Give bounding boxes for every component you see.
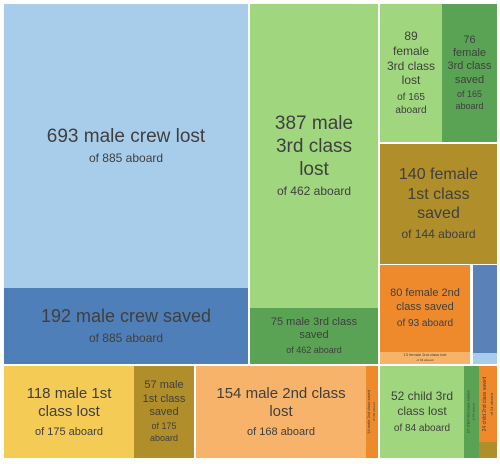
treemap-cell-label: 76 female 3rd class saved <box>447 33 492 86</box>
treemap-cell-aboard: of 885 aboard <box>88 151 164 166</box>
treemap-cell-aboard: of 168 aboard <box>247 425 315 438</box>
treemap-cell-aboard: of 175 aboard <box>149 421 179 444</box>
treemap-cell-label: 24 child 2nd class saved <box>481 376 488 432</box>
treemap-cell-aboard: of 144 aboard <box>401 226 476 241</box>
treemap-cell-aboard: of 93 aboard <box>396 317 454 329</box>
treemap-cell-text: 24 child 2nd class saved of 24 aboard <box>482 377 494 431</box>
treemap-cell-text: 118 male 1st class lost of 175 aboard <box>12 385 126 439</box>
treemap-cell-aboard: of 93 aboard <box>416 357 434 362</box>
treemap-cell-76-female-3rd-class-saved: 76 female 3rd class saved of 165 aboard <box>442 4 497 142</box>
treemap-cell-text: 89 female 3rd class lost of 165 aboard <box>386 29 436 117</box>
treemap-cell-text: 192 male crew saved of 885 aboard <box>41 306 211 347</box>
treemap-cell-aboard: of 84 aboard <box>393 422 451 434</box>
treemap-cell-aboard: of 462 aboard <box>286 344 342 355</box>
treemap-cell-text: 14 male 2nd class saved of 168 aboard <box>366 390 377 434</box>
treemap-cell-154-male-2nd-class-lost: 154 male 2nd class lost of 168 aboard <box>196 366 366 458</box>
treemap-cell-89-female-3rd-class-lost: 89 female 3rd class lost of 165 aboard <box>380 4 442 142</box>
treemap-cell-text: 27 child 3rd class saved of 84 aboard <box>466 391 477 434</box>
treemap-cell-52-child-3rd-class-lost: 52 child 3rd class lost of 84 aboard <box>380 366 464 458</box>
treemap-cell-192-male-crew-saved: 192 male crew saved of 885 aboard <box>4 288 248 364</box>
treemap-cell-unlabeled-10 <box>473 353 497 364</box>
treemap-cell-aboard: of 165 aboard <box>455 89 484 111</box>
treemap-cell-label: 89 female 3rd class lost <box>386 29 436 88</box>
treemap-cell-aboard: of 165 aboard <box>395 91 427 116</box>
treemap-cell-14-male-2nd-class-saved: 14 male 2nd class saved of 168 aboard <box>366 366 378 458</box>
treemap-cell-text: 13 female 2nd class lost of 93 aboard <box>403 352 447 363</box>
treemap-cell-label: 154 male 2nd class lost <box>216 385 346 421</box>
treemap-cell-aboard: of 885 aboard <box>88 330 164 345</box>
treemap-cell-text: 154 male 2nd class lost of 168 aboard <box>204 385 358 439</box>
treemap-cell-unlabeled-9 <box>473 265 497 353</box>
treemap-cell-text: 76 female 3rd class saved of 165 aboard <box>446 34 493 113</box>
treemap-cell-label: 118 male 1st class lost <box>26 385 112 421</box>
treemap-cell-label: 75 male 3rd class saved <box>270 315 358 342</box>
treemap-cell-57-male-1st-class-saved: 57 male 1st class saved of 175 aboard <box>134 366 194 458</box>
treemap-cell-387-male-3rd-class-lost: 387 male 3rd class lost of 462 aboard <box>250 4 378 308</box>
treemap-cell-text: 80 female 2nd class saved of 93 aboard <box>388 287 462 330</box>
treemap-cell-aboard: of 84 aboard <box>471 403 476 421</box>
treemap-cell-24-child-2nd-class-saved: 24 child 2nd class saved of 24 aboard <box>479 366 497 442</box>
treemap-cell-label: 693 male crew lost <box>46 126 206 148</box>
treemap-cell-text: 52 child 3rd class lost of 84 aboard <box>386 389 458 434</box>
treemap-cell-label: 80 female 2nd class saved <box>390 287 460 313</box>
treemap-cell-aboard: of 168 aboard <box>371 402 376 422</box>
treemap-cell-unlabeled-18 <box>479 442 497 458</box>
treemap-cell-118-male-1st-class-lost: 118 male 1st class lost of 175 aboard <box>4 366 134 458</box>
treemap-cell-693-male-crew-lost: 693 male crew lost of 885 aboard <box>4 4 248 288</box>
treemap-cell-text: 75 male 3rd class saved of 462 aboard <box>256 316 372 357</box>
treemap-cell-text: 57 male 1st class saved of 175 aboard <box>138 379 190 445</box>
treemap-cell-aboard: of 175 aboard <box>35 425 103 438</box>
treemap-cell-label: 192 male crew saved <box>40 305 212 326</box>
treemap-cell-80-female-2nd-class-saved: 80 female 2nd class saved of 93 aboard <box>380 265 470 352</box>
treemap-cell-140-female-1st-class-saved: 140 female 1st class saved of 144 aboard <box>380 144 497 264</box>
treemap-cell-label: 13 female 2nd class lost <box>403 352 447 358</box>
treemap-cell-27-child-3rd-class-saved: 27 child 3rd class saved of 84 aboard <box>464 366 479 458</box>
treemap-cell-label: 52 child 3rd class lost <box>390 389 454 418</box>
treemap-cell-text: 693 male crew lost of 885 aboard <box>47 125 205 167</box>
treemap-cell-text: 387 male 3rd class lost of 462 aboard <box>266 112 362 200</box>
treemap-cell-text: 140 female 1st class saved of 144 aboard <box>392 165 485 242</box>
treemap-cell-aboard: of 462 aboard <box>276 184 352 199</box>
treemap-cell-aboard: of 24 aboard <box>488 392 494 416</box>
treemap-cell-label: 140 female 1st class saved <box>398 166 479 223</box>
treemap-cell-label: 57 male 1st class saved <box>142 379 186 419</box>
treemap-cell-label: 387 male 3rd class lost <box>274 112 354 181</box>
treemap-cell-75-male-3rd-class-saved: 75 male 3rd class saved of 462 aboard <box>250 308 378 364</box>
treemap-cell-13-female-2nd-class-lost: 13 female 2nd class lost of 93 aboard <box>380 352 470 364</box>
